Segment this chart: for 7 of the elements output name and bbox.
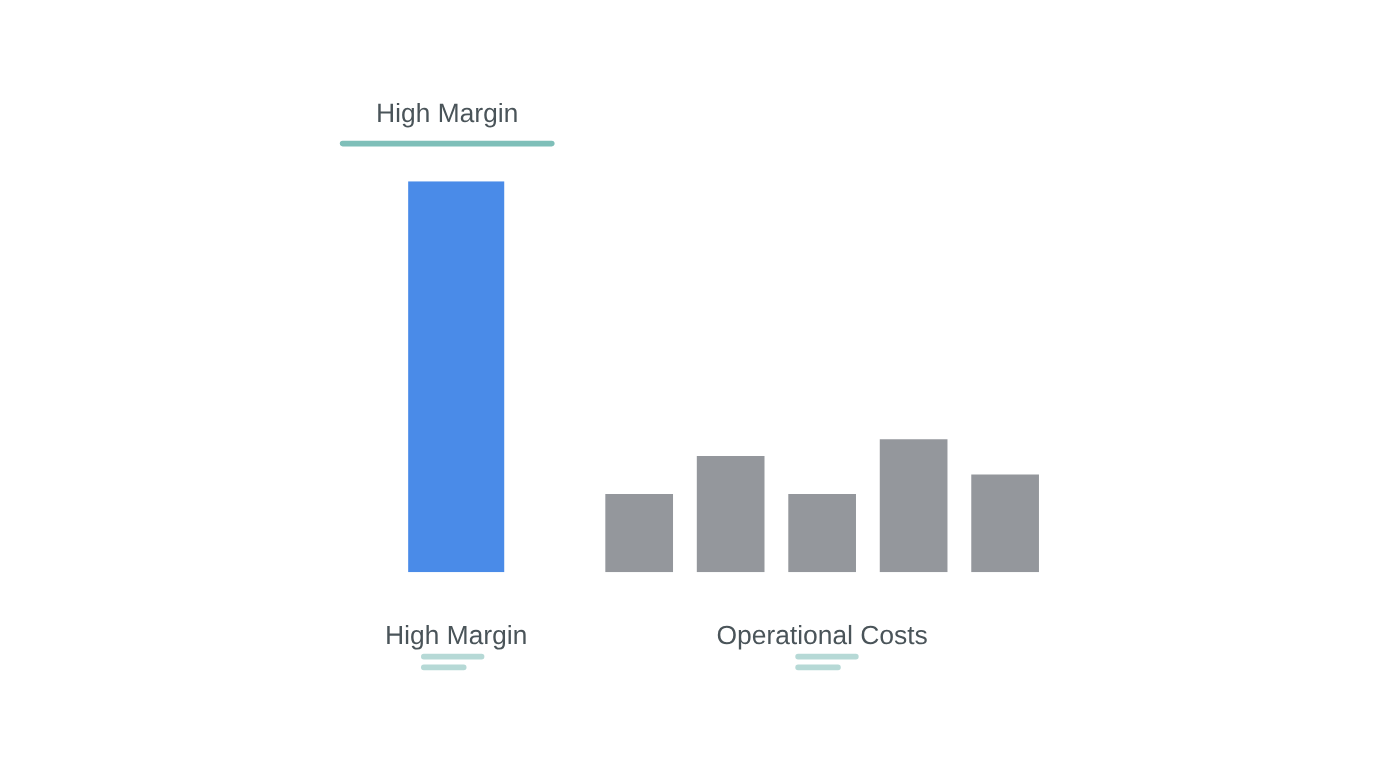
bar bbox=[971, 474, 1039, 573]
bar bbox=[788, 493, 856, 573]
x-tick-label: Operational Costs bbox=[717, 624, 927, 650]
bar bbox=[879, 439, 948, 573]
chart-title: High Margin bbox=[378, 102, 517, 128]
bar bbox=[605, 493, 674, 573]
bar bbox=[696, 456, 765, 573]
